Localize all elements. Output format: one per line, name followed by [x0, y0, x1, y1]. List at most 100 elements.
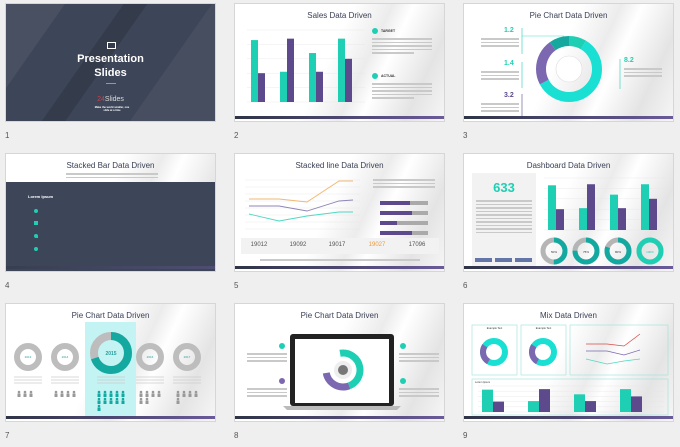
- footer-bar: [235, 416, 444, 419]
- footer-bar: [6, 416, 215, 419]
- bar-purple: [287, 38, 294, 102]
- footer-bar: [464, 116, 673, 119]
- person-icon: [121, 400, 125, 404]
- person-icon: [97, 404, 101, 408]
- year-donut: [136, 343, 164, 371]
- person-icon: [97, 390, 101, 394]
- placeholder-text: [481, 38, 519, 49]
- slide-title: Dashboard Data Driven: [526, 161, 611, 170]
- slide-thumbnail-1[interactable]: Presentation Slides 24Slides Make the wo…: [5, 3, 216, 122]
- footer-bar: [464, 416, 673, 419]
- person-icon: [121, 393, 125, 397]
- person-icon: [145, 390, 149, 394]
- donut-slice: [536, 36, 602, 102]
- bar-purple: [493, 401, 504, 412]
- person-icon: [176, 400, 180, 404]
- slide-number: 2: [234, 131, 239, 140]
- year-donut: [173, 343, 201, 371]
- footer-bar: [235, 116, 444, 119]
- slide-title: Pie Chart Data Driven: [71, 311, 150, 320]
- person-icon: [66, 390, 70, 394]
- gauge-fill: [540, 237, 568, 265]
- stat-value: 19027: [368, 242, 386, 248]
- category-icon: [34, 221, 38, 225]
- actual-icon: [372, 73, 378, 79]
- placeholder-text: [66, 173, 158, 180]
- bar-purple: [585, 401, 596, 412]
- slide-thumbnail-9[interactable]: Mix Data Driven Example Text Example Tex…: [463, 303, 674, 422]
- target-icon: [372, 28, 378, 34]
- placeholder-text: [399, 353, 439, 364]
- placeholder-text: [481, 71, 519, 82]
- person-icon: [54, 390, 58, 394]
- person-icon: [60, 390, 64, 394]
- bar-purple: [618, 208, 626, 230]
- bar-teal: [338, 38, 345, 102]
- panel-button[interactable]: [475, 258, 492, 262]
- person-icon: [139, 400, 143, 404]
- section-heading: Lorem Ipsum: [28, 194, 54, 199]
- stat-value: 17096: [408, 242, 426, 248]
- person-icon: [72, 393, 76, 397]
- slide-thumbnail-4[interactable]: Stacked Bar Data Driven Lorem Ipsum: [5, 153, 216, 272]
- slide-title: Pie Chart Data Driven: [300, 311, 379, 320]
- person-icon: [72, 390, 76, 394]
- person-icon: [60, 393, 64, 397]
- slide-thumbnail-8[interactable]: Pie Chart Data Driven: [234, 303, 445, 422]
- target-label: TARGET: [381, 29, 396, 33]
- person-icon: [139, 390, 143, 394]
- person-icon: [115, 390, 119, 394]
- stat-value: 19092: [289, 242, 307, 248]
- person-icon: [115, 393, 119, 397]
- year-label: 2013: [24, 355, 32, 359]
- year-label: 2015: [105, 351, 117, 357]
- bar-teal: [528, 401, 539, 412]
- slide-subtitle: Slides: [94, 67, 127, 79]
- person-icon: [115, 400, 119, 404]
- slide-thumbnail-5[interactable]: Stacked line Data Driven 19012 19092 190…: [234, 153, 445, 272]
- person-icon: [182, 393, 186, 397]
- placeholder-text: [260, 259, 420, 263]
- bar-chart: [247, 29, 365, 103]
- slide-thumbnail-7[interactable]: Pie Chart Data Driven 2013 2014 2015 201…: [5, 303, 216, 422]
- category-icon: [34, 247, 38, 251]
- bar-purple: [345, 58, 352, 102]
- person-icon: [145, 397, 149, 401]
- person-icon: [176, 390, 180, 394]
- person-icon: [29, 393, 33, 397]
- person-icon: [176, 393, 180, 397]
- year-donut: [51, 343, 79, 371]
- person-icon: [23, 393, 27, 397]
- person-icon: [139, 397, 143, 401]
- year-label: 2016: [146, 355, 154, 359]
- bar-purple: [316, 71, 323, 102]
- person-icon: [194, 393, 198, 397]
- slide-thumbnail-3[interactable]: Pie Chart Data Driven 1.2 1.4 3.2 8.2: [463, 3, 674, 122]
- slide-title: Pie Chart Data Driven: [529, 11, 608, 20]
- bar-purple: [258, 73, 265, 102]
- placeholder-text: [373, 179, 435, 190]
- footer-bar: [6, 266, 215, 269]
- slide-title: Stacked line Data Driven: [295, 161, 384, 170]
- panel-button[interactable]: [515, 258, 532, 262]
- slide-number: 5: [234, 281, 239, 290]
- bar-purple: [539, 389, 550, 412]
- dark-panel: [6, 182, 215, 271]
- panel-button[interactable]: [495, 258, 512, 262]
- logo-prefix: 24: [97, 96, 105, 103]
- person-icon: [157, 390, 161, 394]
- slide-thumbnail-2[interactable]: Sales Data Driven TARGET ACTUAL: [234, 3, 445, 122]
- actual-label: ACTUAL: [381, 74, 396, 78]
- bar-teal: [548, 185, 556, 230]
- person-icon: [182, 390, 186, 394]
- slide-title: Stacked Bar Data Driven: [66, 161, 155, 170]
- year-donuts: [14, 332, 201, 411]
- person-icon: [151, 390, 155, 394]
- gauge-fill: [636, 237, 664, 265]
- background-image: [6, 4, 215, 121]
- person-icon: [97, 400, 101, 404]
- slide-thumbnail-6[interactable]: Dashboard Data Driven 633 50% 75% 80% 10…: [463, 153, 674, 272]
- person-icon: [66, 393, 70, 397]
- value-label: 8.2: [624, 57, 634, 64]
- bar-purple: [631, 396, 642, 412]
